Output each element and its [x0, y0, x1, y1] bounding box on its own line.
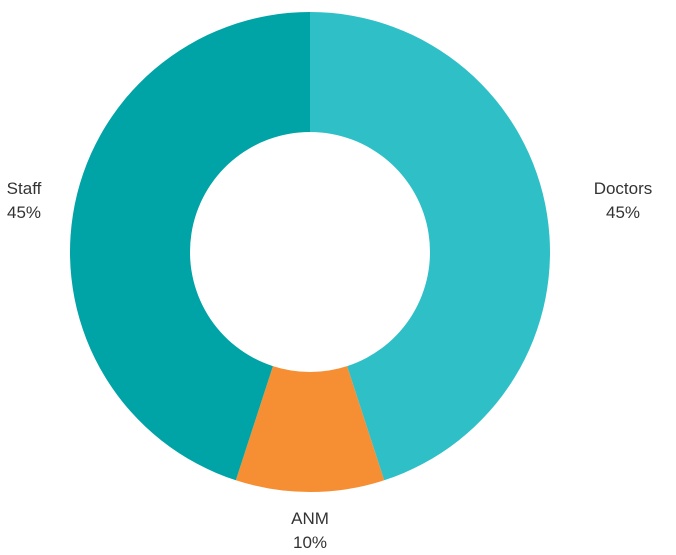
- slice-value-staff: 45%: [7, 203, 41, 222]
- slice-label-anm: ANM 10%: [291, 509, 329, 550]
- slice-name-doctors: Doctors: [594, 179, 653, 198]
- slice-anm: [235, 366, 385, 492]
- slice-name-anm: ANM: [291, 509, 329, 528]
- slice-name-staff: Staff: [7, 179, 42, 198]
- slice-staff: [69, 12, 310, 481]
- slices-group: [69, 11, 551, 492]
- labels-group: Doctors 45% ANM 10% Staff 45%: [7, 179, 653, 552]
- slice-label-doctors: Doctors 45%: [594, 179, 653, 222]
- slice-value-anm: 10%: [293, 533, 327, 550]
- slice-value-doctors: 45%: [606, 203, 640, 222]
- slice-label-staff: Staff 45%: [7, 179, 42, 222]
- slice-doctors: [310, 11, 551, 481]
